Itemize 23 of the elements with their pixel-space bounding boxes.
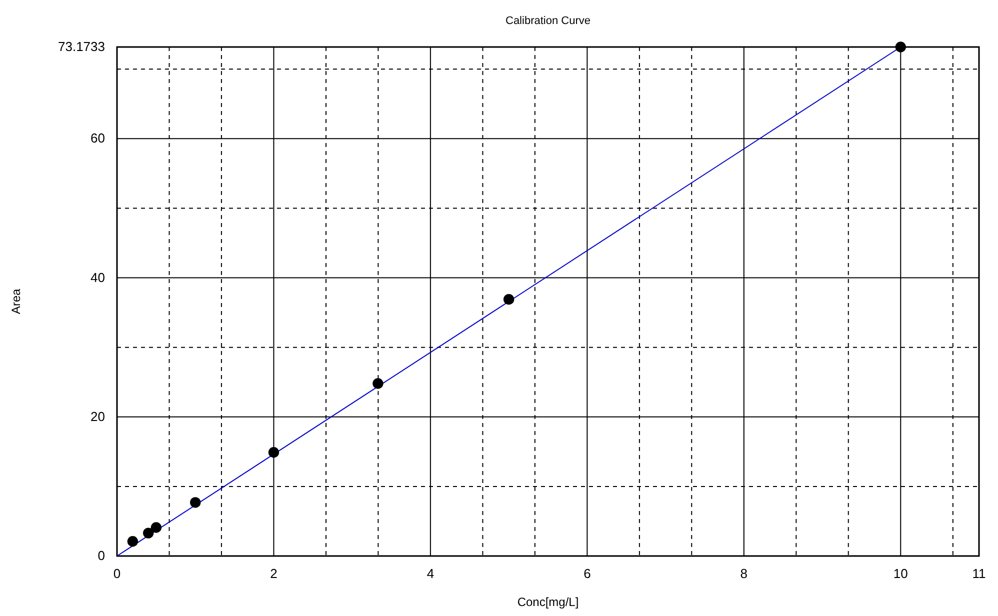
point bbox=[150, 522, 162, 533]
y-tick-label: 0 bbox=[98, 548, 105, 563]
x-tick-label: 10 bbox=[893, 566, 908, 581]
x-tick-label: 0 bbox=[113, 566, 121, 581]
x-tick-label: 4 bbox=[426, 566, 434, 581]
point bbox=[142, 528, 154, 538]
point bbox=[503, 294, 514, 305]
point bbox=[190, 497, 201, 508]
y-axis-title: Area bbox=[9, 288, 23, 314]
x-tick-label: 8 bbox=[740, 566, 748, 581]
x-tick-label: 6 bbox=[584, 566, 591, 581]
y-tick-label: 60 bbox=[90, 130, 105, 146]
point bbox=[127, 536, 138, 547]
y-tick-label: 73.1733 bbox=[58, 39, 105, 54]
y-tick-label: 20 bbox=[90, 408, 105, 424]
x-tick-label: 11 bbox=[972, 566, 986, 581]
point bbox=[372, 378, 384, 389]
y-tick-label: 40 bbox=[90, 270, 105, 285]
x-axis-title: Conc[mg/L] bbox=[517, 595, 579, 609]
point bbox=[268, 447, 280, 458]
x-tick-label: 2 bbox=[270, 566, 278, 581]
point bbox=[895, 42, 906, 52]
chart-title: Calibration Curve bbox=[506, 15, 590, 27]
